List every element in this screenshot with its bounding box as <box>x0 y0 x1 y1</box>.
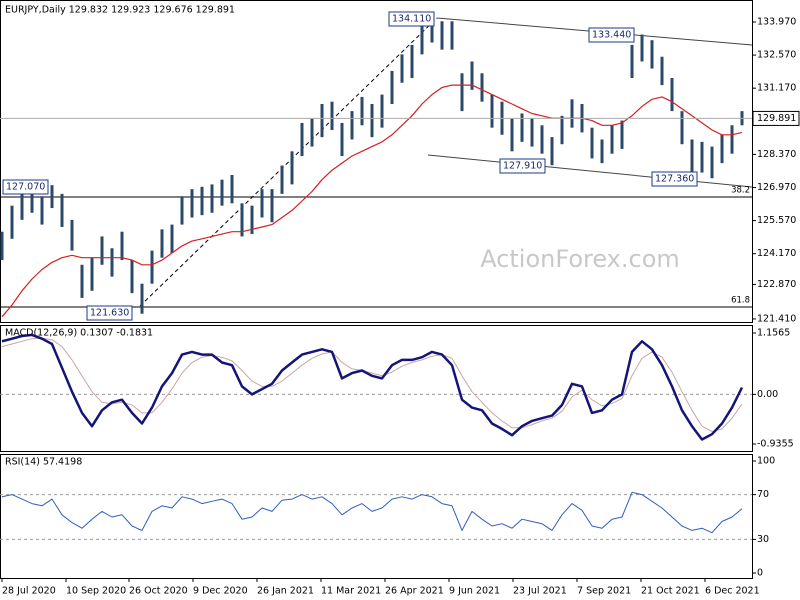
y-tick-label: 122.870 <box>757 279 796 290</box>
y-tick-label: 132.570 <box>757 50 796 61</box>
macd-panel <box>0 325 753 452</box>
annotation-label: 127.360 <box>655 174 694 185</box>
x-tick-label: 11 Mar 2021 <box>321 586 381 597</box>
x-tick-label: 26 Jan 2021 <box>257 586 314 597</box>
y-tick-label: 0 <box>757 568 763 579</box>
x-tick-label: 26 Oct 2020 <box>129 586 188 597</box>
y-tick-label: 70 <box>757 489 769 500</box>
annotation-box <box>388 11 435 27</box>
annotation-label: 127.910 <box>503 161 542 172</box>
trend-line <box>139 17 438 307</box>
rsi-title: RSI(14) 57.4198 <box>5 457 82 468</box>
y-tick-label: 121.410 <box>757 313 796 324</box>
y-tick-label: 131.170 <box>757 83 796 94</box>
last-price-box <box>752 110 800 126</box>
annotation-label: 127.070 <box>6 182 45 193</box>
last-price-label: 129.891 <box>757 113 796 124</box>
x-tick-label: 6 Dec 2021 <box>705 586 760 597</box>
annotation-box <box>86 305 133 321</box>
y-tick-label: -0.9355 <box>757 439 794 450</box>
x-tick-label: 9 Dec 2020 <box>193 586 248 597</box>
indicator-line <box>1 491 743 534</box>
y-tick-label: 125.570 <box>757 215 796 226</box>
annotation-label: 121.630 <box>90 308 129 319</box>
indicator-line <box>1 84 743 318</box>
x-tick-label: 21 Oct 2021 <box>641 586 700 597</box>
macd-title: MACD(12,26,9) 0.1307 -0.1831 <box>5 328 153 339</box>
x-tick-label: 10 Sep 2020 <box>66 586 126 597</box>
fib-label: 61.8 <box>731 296 750 306</box>
y-tick-label: 30 <box>757 534 769 545</box>
annotation-box <box>588 27 635 43</box>
watermark: ActionForex.com <box>480 245 680 273</box>
price-title: EURJPY,Daily 129.832 129.923 129.676 129… <box>5 5 235 16</box>
indicator-line <box>1 333 744 441</box>
y-tick-label: 128.370 <box>757 149 796 160</box>
price-panel <box>0 0 753 323</box>
y-tick-label: 0.00 <box>757 389 778 400</box>
y-tick-label: 133.970 <box>757 16 796 27</box>
x-tick-label: 28 Jul 2020 <box>2 586 56 597</box>
annotation-box <box>2 179 49 195</box>
y-tick-label: 124.170 <box>757 248 796 259</box>
x-tick-label: 7 Sep 2021 <box>577 586 631 597</box>
y-tick-label: 100 <box>757 456 775 467</box>
y-tick-label: 126.970 <box>757 182 796 193</box>
rsi-panel <box>0 454 753 579</box>
annotation-label: 133.440 <box>592 30 631 41</box>
annotation-box <box>499 158 546 174</box>
trend-line <box>427 154 753 188</box>
annotation-label: 134.110 <box>392 14 431 25</box>
x-tick-label: 9 Jun 2021 <box>449 586 500 597</box>
x-tick-label: 26 Apr 2021 <box>385 586 444 597</box>
annotation-box <box>651 171 698 187</box>
y-tick-label: 1.1565 <box>757 328 790 339</box>
x-tick-label: 23 Jul 2021 <box>513 586 567 597</box>
fib-label: 38.2 <box>731 186 750 196</box>
